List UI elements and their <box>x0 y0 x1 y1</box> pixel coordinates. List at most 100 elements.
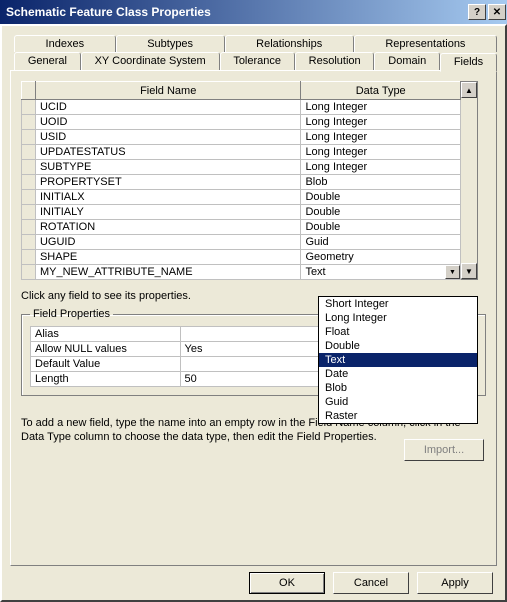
datatype-selected: Text <box>301 266 445 278</box>
property-row[interactable]: Length50 <box>31 372 330 387</box>
tab-general[interactable]: General <box>14 52 81 71</box>
table-row[interactable]: UPDATESTATUSLong Integer <box>22 145 461 160</box>
dropdown-option[interactable]: Double <box>319 339 477 353</box>
cell-datatype[interactable]: Long Integer <box>301 115 461 130</box>
property-value[interactable] <box>180 357 330 372</box>
row-header[interactable] <box>22 160 36 175</box>
table-row[interactable]: INITIALYDouble <box>22 205 461 220</box>
table-row[interactable]: MY_NEW_ATTRIBUTE_NAMEText▼ <box>22 265 461 280</box>
tab-resolution[interactable]: Resolution <box>295 52 375 71</box>
dropdown-option[interactable]: Blob <box>319 381 477 395</box>
row-header[interactable] <box>22 145 36 160</box>
fields-grid-wrap: Field Name Data Type UCIDLong IntegerUOI… <box>21 81 486 280</box>
tab-tolerance[interactable]: Tolerance <box>220 52 295 71</box>
cell-fieldname[interactable]: UOID <box>35 115 300 130</box>
property-key: Length <box>31 372 181 387</box>
table-row[interactable]: PROPERTYSETBlob <box>22 175 461 190</box>
property-value[interactable]: Yes <box>180 342 330 357</box>
dropdown-option[interactable]: Date <box>319 367 477 381</box>
field-properties-table[interactable]: AliasAllow NULL valuesYesDefault ValueLe… <box>30 326 330 387</box>
table-row[interactable]: ROTATIONDouble <box>22 220 461 235</box>
row-header[interactable] <box>22 250 36 265</box>
cell-fieldname[interactable]: SHAPE <box>35 250 300 265</box>
cell-datatype[interactable]: Double <box>301 205 461 220</box>
row-header-corner <box>22 82 36 100</box>
row-header[interactable] <box>22 130 36 145</box>
row-header[interactable] <box>22 190 36 205</box>
apply-button[interactable]: Apply <box>417 572 493 594</box>
col-header-fieldname[interactable]: Field Name <box>35 82 300 100</box>
vertical-scrollbar[interactable]: ▲ ▼ <box>461 81 478 280</box>
datatype-dropdown-list[interactable]: Short IntegerLong IntegerFloatDoubleText… <box>318 296 478 424</box>
cell-fieldname[interactable]: ROTATION <box>35 220 300 235</box>
tab-domain[interactable]: Domain <box>374 52 440 71</box>
table-row[interactable]: UGUIDGuid <box>22 235 461 250</box>
titlebar: Schematic Feature Class Properties ? ✕ <box>0 0 507 24</box>
fields-grid[interactable]: Field Name Data Type UCIDLong IntegerUOI… <box>21 81 461 280</box>
cell-datatype[interactable]: Double <box>301 190 461 205</box>
tab-xy-coordinate-system[interactable]: XY Coordinate System <box>81 52 220 71</box>
cell-datatype[interactable]: Text▼ <box>301 265 461 280</box>
cell-fieldname[interactable]: UGUID <box>35 235 300 250</box>
cell-fieldname[interactable]: SUBTYPE <box>35 160 300 175</box>
cell-fieldname[interactable]: UPDATESTATUS <box>35 145 300 160</box>
row-header[interactable] <box>22 205 36 220</box>
tab-fields[interactable]: Fields <box>440 53 497 72</box>
row-header[interactable] <box>22 265 36 280</box>
cell-datatype[interactable]: Geometry <box>301 250 461 265</box>
tab-panel-fields: Field Name Data Type UCIDLong IntegerUOI… <box>10 70 497 566</box>
property-value[interactable] <box>180 327 330 342</box>
cell-datatype[interactable]: Long Integer <box>301 100 461 115</box>
dropdown-option[interactable]: Long Integer <box>319 311 477 325</box>
cell-fieldname[interactable]: UCID <box>35 100 300 115</box>
cell-datatype[interactable]: Long Integer <box>301 145 461 160</box>
cell-fieldname[interactable]: USID <box>35 130 300 145</box>
table-row[interactable]: SUBTYPELong Integer <box>22 160 461 175</box>
table-row[interactable]: UCIDLong Integer <box>22 100 461 115</box>
dialog-client: IndexesSubtypesRelationshipsRepresentati… <box>0 24 507 602</box>
cancel-button[interactable]: Cancel <box>333 572 409 594</box>
table-row[interactable]: SHAPEGeometry <box>22 250 461 265</box>
scroll-down-button[interactable]: ▼ <box>461 263 477 279</box>
dropdown-option[interactable]: Text <box>319 353 477 367</box>
col-header-datatype[interactable]: Data Type <box>301 82 461 100</box>
dropdown-option[interactable]: Short Integer <box>319 297 477 311</box>
scroll-up-button[interactable]: ▲ <box>461 82 477 98</box>
table-row[interactable]: INITIALXDouble <box>22 190 461 205</box>
property-row[interactable]: Alias <box>31 327 330 342</box>
table-row[interactable]: UOIDLong Integer <box>22 115 461 130</box>
dropdown-option[interactable]: Float <box>319 325 477 339</box>
window-title: Schematic Feature Class Properties <box>6 5 211 19</box>
cell-datatype[interactable]: Blob <box>301 175 461 190</box>
help-button[interactable]: ? <box>468 4 486 20</box>
dropdown-option[interactable]: Raster <box>319 409 477 423</box>
dropdown-toggle-button[interactable]: ▼ <box>445 265 460 279</box>
import-button[interactable]: Import... <box>404 439 484 461</box>
table-row[interactable]: USIDLong Integer <box>22 130 461 145</box>
cell-datatype[interactable]: Long Integer <box>301 130 461 145</box>
row-header[interactable] <box>22 100 36 115</box>
tab-subtypes[interactable]: Subtypes <box>116 35 225 52</box>
cell-fieldname[interactable]: MY_NEW_ATTRIBUTE_NAME <box>35 265 300 280</box>
tab-indexes[interactable]: Indexes <box>14 35 116 52</box>
property-value[interactable]: 50 <box>180 372 330 387</box>
cell-datatype[interactable]: Double <box>301 220 461 235</box>
cell-datatype[interactable]: Long Integer <box>301 160 461 175</box>
tab-relationships[interactable]: Relationships <box>225 35 354 52</box>
property-row[interactable]: Allow NULL valuesYes <box>31 342 330 357</box>
cell-fieldname[interactable]: INITIALX <box>35 190 300 205</box>
cell-fieldname[interactable]: INITIALY <box>35 205 300 220</box>
tab-representations[interactable]: Representations <box>354 35 497 52</box>
close-button[interactable]: ✕ <box>488 4 506 20</box>
property-key: Allow NULL values <box>31 342 181 357</box>
property-key: Alias <box>31 327 181 342</box>
property-row[interactable]: Default Value <box>31 357 330 372</box>
ok-button[interactable]: OK <box>249 572 325 594</box>
cell-datatype[interactable]: Guid <box>301 235 461 250</box>
row-header[interactable] <box>22 115 36 130</box>
row-header[interactable] <box>22 235 36 250</box>
cell-fieldname[interactable]: PROPERTYSET <box>35 175 300 190</box>
dropdown-option[interactable]: Guid <box>319 395 477 409</box>
row-header[interactable] <box>22 175 36 190</box>
row-header[interactable] <box>22 220 36 235</box>
